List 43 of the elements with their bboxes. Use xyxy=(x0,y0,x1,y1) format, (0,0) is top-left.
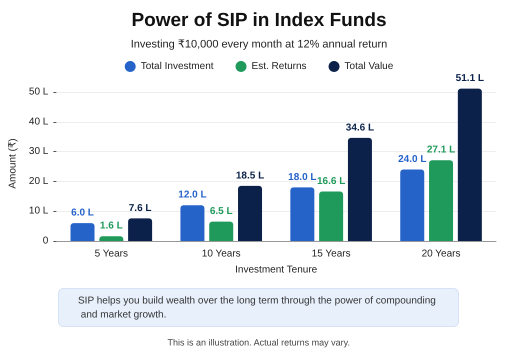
text: SIP helps you build wealth over the long term through the power of compounding and market growth. xyxy=(78,296,436,320)
bar xyxy=(290,187,314,241)
data-label: 6.0 L xyxy=(71,208,94,219)
data-label: 18.5 L xyxy=(236,170,264,182)
bar xyxy=(429,160,454,241)
x-axis-title: Investment Tenure xyxy=(235,264,318,276)
y-tick-label: 50 L xyxy=(28,86,49,98)
data-label: 27.1 L xyxy=(426,144,456,156)
bar xyxy=(238,186,262,241)
bar xyxy=(319,192,344,241)
data-label: 34.6 L xyxy=(346,122,374,134)
y-tick-label: 0 xyxy=(42,236,49,246)
bar xyxy=(70,223,95,241)
bar xyxy=(348,138,372,241)
text: This is an illustration. Actual returns may vary. xyxy=(168,338,350,348)
bar xyxy=(99,236,124,241)
data-label: 16.6 L xyxy=(316,176,346,188)
y-tick-label: 40 L xyxy=(28,116,49,128)
legend-label: Est. Returns xyxy=(252,61,307,72)
data-label: 24.0 L xyxy=(398,154,426,165)
bar xyxy=(209,222,234,241)
bar xyxy=(180,205,204,241)
bar xyxy=(458,88,482,241)
chart-title: Power of SIP in Index Funds xyxy=(131,10,387,31)
legend-label: Total Value xyxy=(344,61,394,72)
chart-subtitle: Investing ₹10,000 every month at 12% annual return xyxy=(130,38,388,50)
y-tick-label: 20 L xyxy=(28,176,49,187)
x-tick-label: 15 Years xyxy=(312,248,351,260)
legend-label: Total Investment xyxy=(140,61,214,72)
x-tick-label: 20 Years xyxy=(422,248,461,260)
data-label: 51.1 L xyxy=(456,73,484,84)
y-tick-label: 10 L xyxy=(28,206,49,217)
y-tick-label: 30 L xyxy=(28,146,49,158)
data-label: 6.5 L xyxy=(210,206,233,218)
data-label: 18.0 L xyxy=(288,172,317,183)
y-axis-title: Amount (₹) xyxy=(8,138,18,189)
bar xyxy=(128,218,152,241)
bar xyxy=(400,169,424,241)
data-label: 1.6 L xyxy=(100,220,123,232)
x-tick-label: 10 Years xyxy=(202,248,241,260)
data-label: 7.6 L xyxy=(128,202,152,214)
data-label: 12.0 L xyxy=(178,190,207,201)
x-tick-label: 5 Years xyxy=(94,248,128,260)
